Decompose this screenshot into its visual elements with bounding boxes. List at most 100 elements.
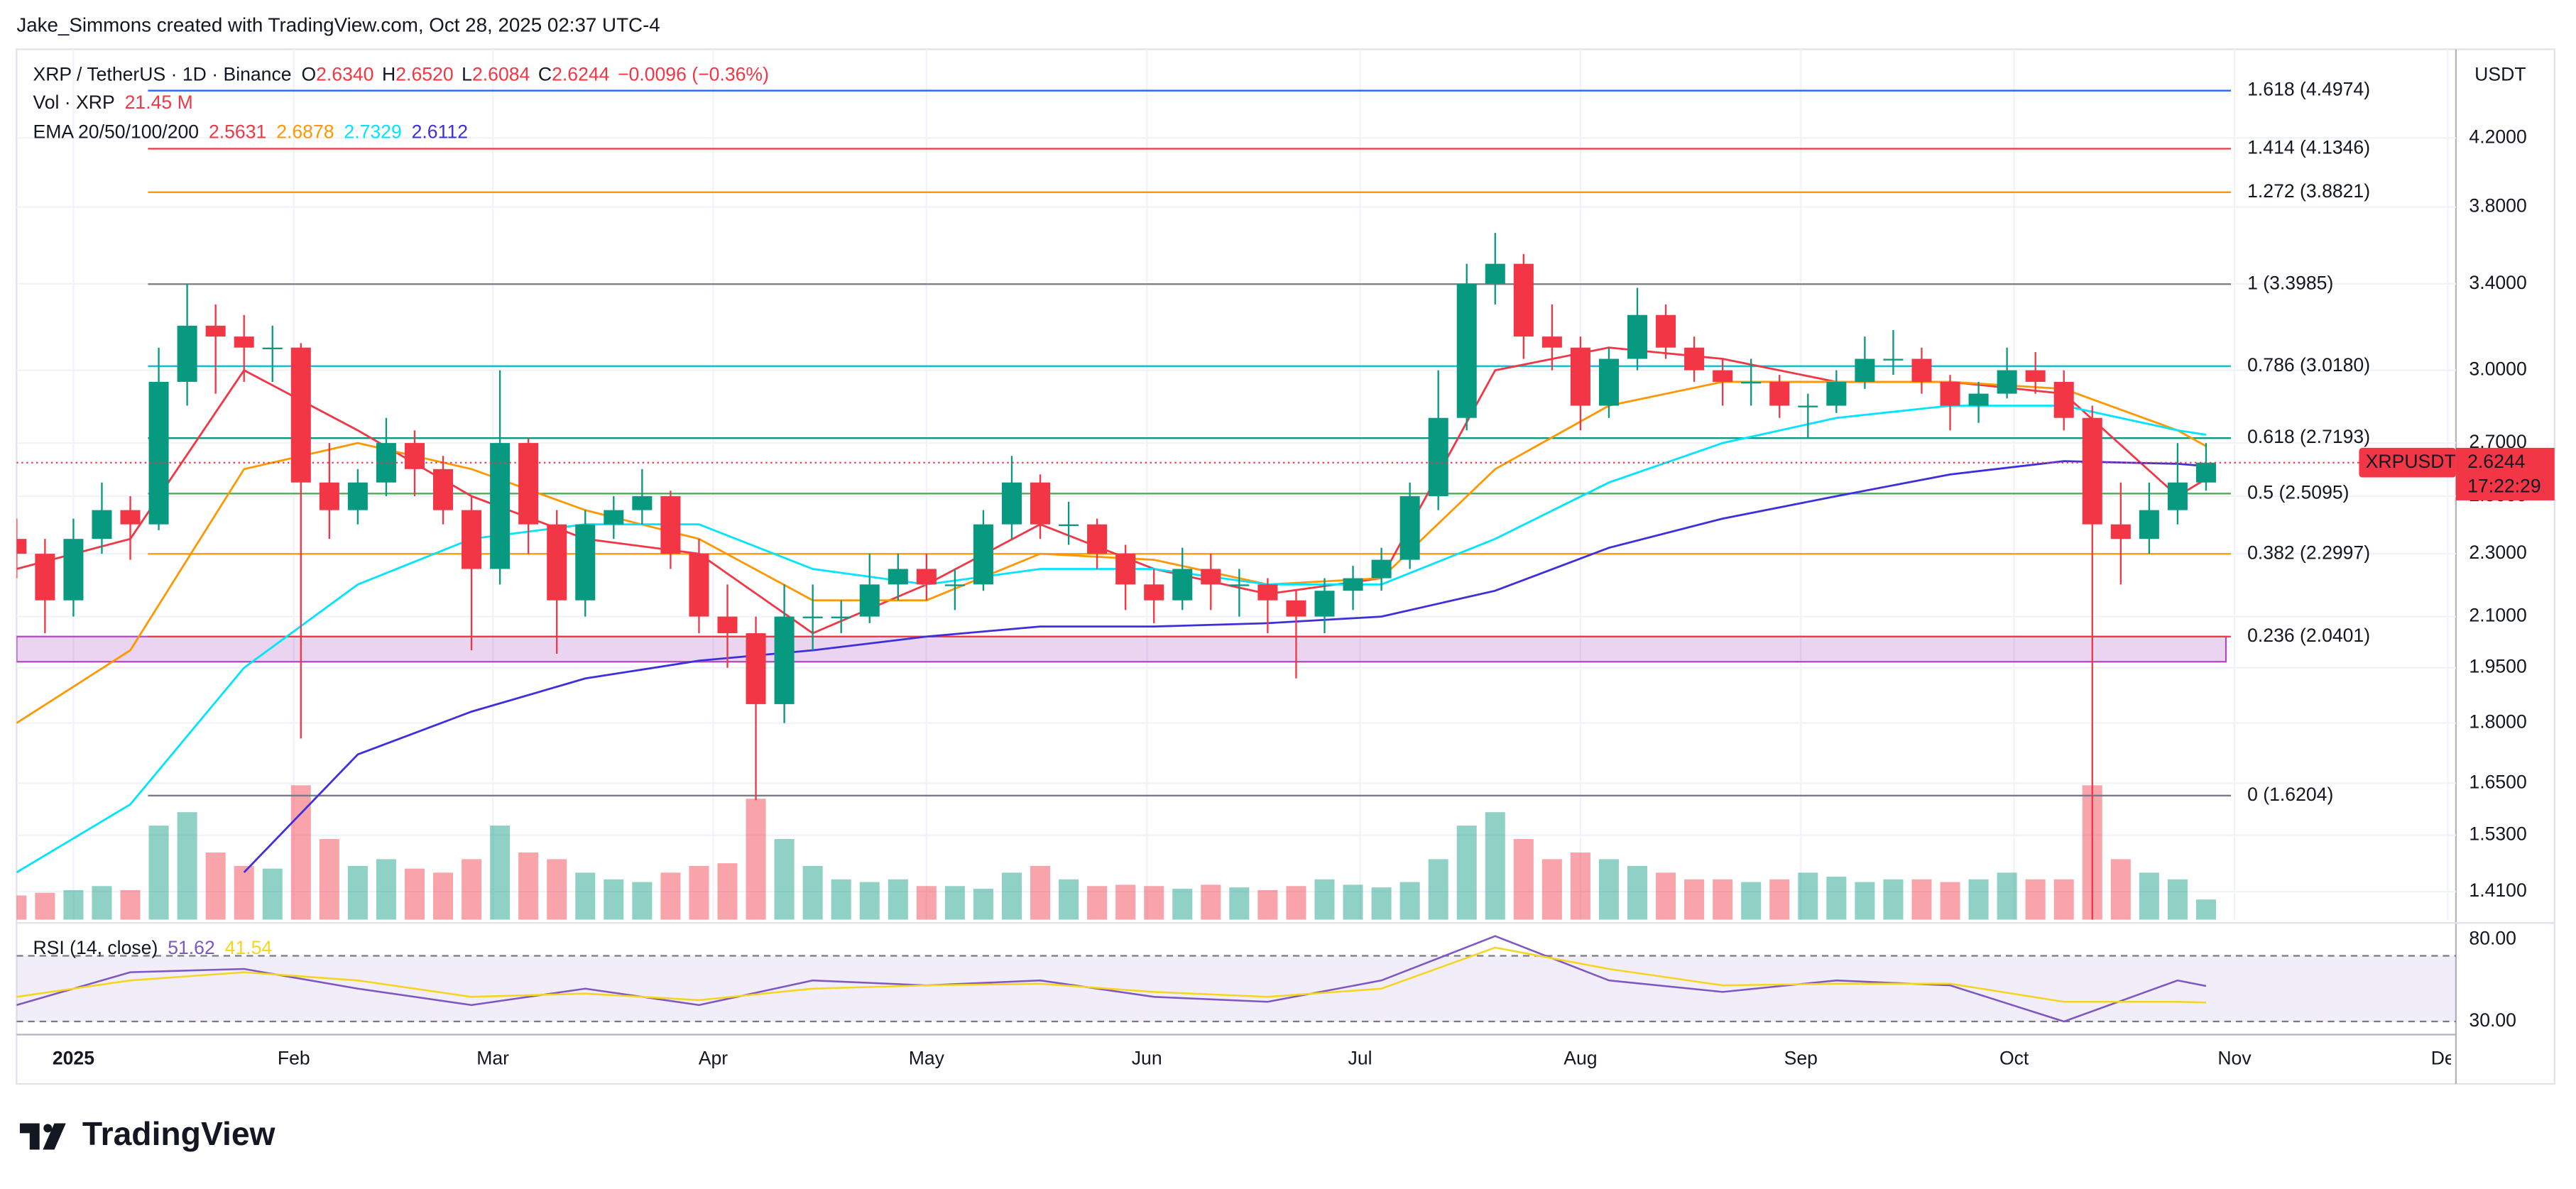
candle-body	[831, 616, 851, 618]
change: −0.0096 (−0.36%)	[618, 63, 769, 84]
candle-body	[234, 336, 254, 348]
candle-body	[2053, 381, 2074, 418]
volume-bar	[234, 865, 254, 920]
volume-bar	[1598, 859, 1619, 920]
volume-bar	[689, 865, 709, 920]
zone	[16, 635, 2227, 663]
candle-body	[63, 539, 84, 601]
candle-body	[1229, 584, 1250, 586]
candle-body	[1485, 263, 1505, 284]
line	[16, 946, 2206, 1004]
candle-body	[1513, 263, 1534, 337]
logo-icon	[43, 1124, 53, 1133]
rsi-band	[16, 955, 2456, 1022]
volume-bar	[462, 859, 482, 920]
volume-bar	[490, 826, 511, 920]
volume-bar	[1399, 882, 1420, 920]
candle-body	[262, 347, 283, 350]
volume-bar	[2025, 879, 2046, 920]
candle-body	[1656, 314, 1676, 348]
volume-bar	[831, 879, 851, 920]
candle-body	[433, 469, 454, 510]
ohlc-label: L	[462, 63, 472, 84]
ema-value: 2.5631	[209, 121, 266, 142]
rsi-label: RSI (14, close)	[33, 937, 158, 958]
candle-body	[1201, 569, 1221, 585]
x-tick-label: Aug	[1563, 1047, 1597, 1068]
candle-body	[148, 381, 169, 525]
candle-body	[916, 569, 937, 585]
ema-value: 2.6112	[412, 121, 468, 142]
logo-text: TradingView	[82, 1115, 276, 1152]
ohlc-label: C	[538, 63, 552, 84]
candle-body	[1456, 283, 1477, 418]
candle-body	[1598, 358, 1619, 406]
candle-body	[888, 569, 908, 585]
candle-body	[177, 325, 197, 382]
candle-body	[575, 524, 596, 601]
candle-body	[1911, 358, 1932, 382]
x-tick-label: Dec	[2431, 1047, 2465, 1068]
fib-label: 1 (3.3985)	[2247, 272, 2333, 293]
ema-value: 2.7329	[344, 121, 401, 142]
volume-bar	[916, 886, 937, 920]
volume-bar	[1684, 879, 1705, 920]
volume-bar	[1314, 879, 1335, 920]
candle-body	[290, 347, 311, 483]
volume-bar	[1343, 884, 1363, 920]
y-tick-label: 1.8000	[2469, 711, 2526, 733]
volume-bar	[717, 863, 738, 920]
candle-body	[319, 482, 339, 510]
candle-body	[1286, 600, 1306, 617]
volume-bar	[859, 882, 880, 920]
y-tick-label: 2.1000	[2469, 605, 2526, 626]
candle-body	[1428, 417, 1448, 496]
fib-label: 1.414 (4.1346)	[2247, 137, 2370, 158]
fib-label: 0.236 (2.0401)	[2247, 625, 2370, 646]
candle-body	[2139, 510, 2159, 539]
ema-label: EMA 20/50/100/200	[33, 121, 199, 142]
volume-bar	[1911, 879, 1932, 920]
volume-bar	[1229, 887, 1250, 920]
volume-bar	[604, 879, 624, 920]
fib-label: 0.382 (2.2997)	[2247, 542, 2370, 563]
ohlc-value: 2.6520	[395, 63, 453, 84]
candle-body	[1997, 370, 2017, 394]
candle-body	[1087, 524, 1108, 554]
fib-label: 0.618 (2.7193)	[2247, 426, 2370, 447]
volume-bar	[262, 868, 283, 920]
volume-bar	[120, 889, 141, 920]
price-tag-symbol-bg	[2359, 447, 2456, 478]
volume-bar	[1456, 826, 1477, 920]
candle-body	[746, 633, 766, 704]
volume-bar	[1428, 859, 1448, 920]
x-tick-label: 2025	[53, 1047, 94, 1068]
candle-body	[404, 443, 425, 469]
x-tick-label: Jun	[1132, 1047, 1162, 1068]
volume-bar	[433, 872, 454, 920]
volume-bar	[2139, 872, 2159, 920]
candle-body	[1314, 591, 1335, 617]
candle-body	[689, 554, 709, 617]
volume-bar	[1570, 852, 1590, 920]
candle-body	[2025, 370, 2046, 382]
volume-bar	[518, 852, 539, 920]
candle-body	[774, 616, 795, 704]
legend-rsi: RSI (14, close) 51.62 41.54	[33, 937, 272, 958]
volume-bar	[347, 865, 368, 920]
candle-body	[1713, 370, 1733, 382]
candle-body	[973, 524, 993, 585]
volume-bar	[1855, 882, 1875, 920]
volume-bar	[1713, 879, 1733, 920]
candle-body	[2167, 482, 2188, 510]
chart-frame	[16, 48, 2555, 1085]
volume-bar	[1001, 872, 1022, 920]
candle-body	[1001, 482, 1022, 525]
candle-body	[205, 325, 226, 337]
volume-bar	[1656, 872, 1676, 920]
candle-body	[1343, 578, 1363, 591]
x-tick-label: Nov	[2217, 1047, 2252, 1068]
volume-bar	[2110, 859, 2131, 920]
candle-body	[1570, 347, 1590, 406]
candle-body	[92, 510, 112, 539]
